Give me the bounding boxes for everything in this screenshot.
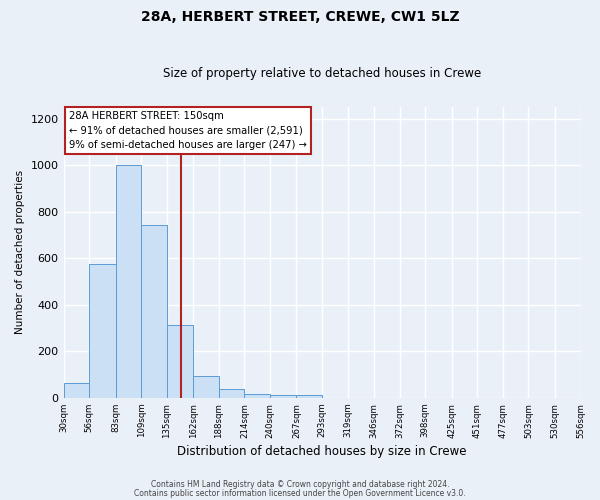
Bar	[244, 394, 270, 398]
Bar	[296, 396, 322, 398]
Text: Contains HM Land Registry data © Crown copyright and database right 2024.: Contains HM Land Registry data © Crown c…	[151, 480, 449, 489]
Bar	[116, 165, 141, 398]
Bar	[219, 388, 244, 398]
Bar	[89, 264, 116, 398]
Bar	[64, 382, 89, 398]
Bar	[193, 376, 219, 398]
Text: 28A HERBERT STREET: 150sqm
← 91% of detached houses are smaller (2,591)
9% of se: 28A HERBERT STREET: 150sqm ← 91% of deta…	[69, 112, 307, 150]
Bar	[141, 224, 167, 398]
X-axis label: Distribution of detached houses by size in Crewe: Distribution of detached houses by size …	[177, 444, 467, 458]
Text: 28A, HERBERT STREET, CREWE, CW1 5LZ: 28A, HERBERT STREET, CREWE, CW1 5LZ	[140, 10, 460, 24]
Text: Contains public sector information licensed under the Open Government Licence v3: Contains public sector information licen…	[134, 490, 466, 498]
Y-axis label: Number of detached properties: Number of detached properties	[15, 170, 25, 334]
Bar	[270, 396, 296, 398]
Title: Size of property relative to detached houses in Crewe: Size of property relative to detached ho…	[163, 66, 481, 80]
Bar	[167, 324, 193, 398]
